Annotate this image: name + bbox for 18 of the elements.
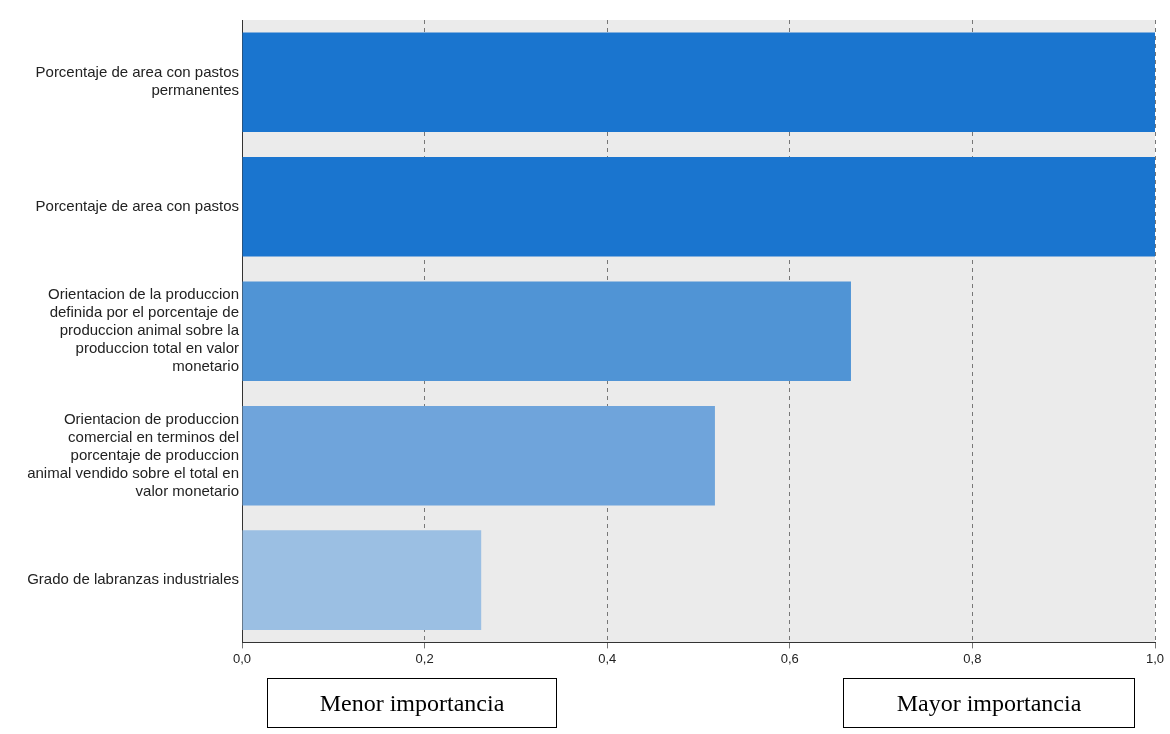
x-tick-label: 0,8 xyxy=(963,650,982,666)
bar xyxy=(242,530,482,630)
x-tick-label: 0,4 xyxy=(598,650,617,666)
x-tick-label: 0,2 xyxy=(415,650,434,666)
bar xyxy=(242,281,851,381)
y-tick-label: Porcentaje de area con pastos xyxy=(35,196,239,214)
x-tick-label: 0,0 xyxy=(232,650,252,666)
y-tick-label: Grado de labranzas industriales xyxy=(27,570,239,588)
bar xyxy=(242,32,1155,133)
bar xyxy=(242,405,715,506)
y-tick-label: Orientacion de produccion comercial en terminos del porcentaje de produccion animal vendido sobre el total en valor monetario xyxy=(27,409,239,499)
text: Menor importancia xyxy=(267,678,557,728)
bar xyxy=(242,156,1155,257)
y-tick-label: Orientacion de la produccion definida por el porcentaje de produccion animal sobre la produccion total en valor monetario xyxy=(48,285,240,375)
x-tick-label: 1,0 xyxy=(1145,650,1165,666)
text: Mayor importancia xyxy=(843,678,1135,728)
y-tick-label: Porcentaje de area con pastos permanentes xyxy=(35,63,239,99)
x-tick-label: 0,6 xyxy=(780,650,799,666)
